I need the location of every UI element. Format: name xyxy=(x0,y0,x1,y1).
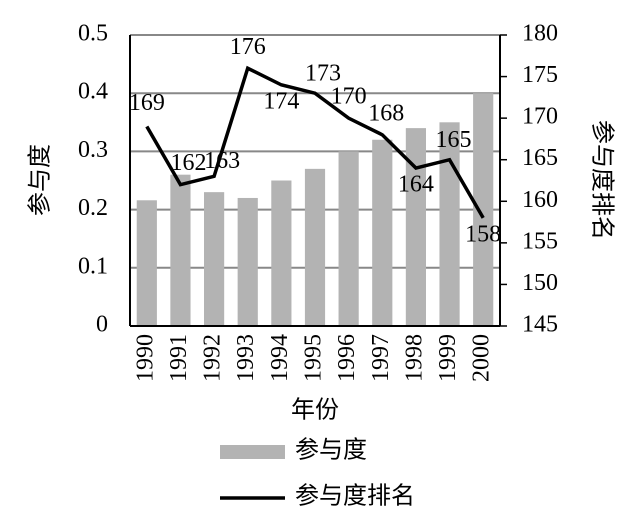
y-tick-label: 0 xyxy=(96,312,108,338)
data-label: 170 xyxy=(331,84,367,110)
y2-tick-label: 165 xyxy=(522,145,558,171)
x-axis-title: 年份 xyxy=(291,397,339,424)
y2-axis-title: 参与度排名 xyxy=(588,120,615,240)
data-label: 168 xyxy=(368,100,404,126)
data-label: 162 xyxy=(170,150,206,176)
y-tick-label: 0.5 xyxy=(78,21,108,47)
x-tick-label: 1992 xyxy=(200,334,226,382)
y2-tick-label: 170 xyxy=(522,104,558,130)
y-axis-title: 参与度 xyxy=(27,144,54,216)
x-tick-label: 1997 xyxy=(368,334,394,382)
y-tick-label: 0.1 xyxy=(78,253,108,279)
x-tick-label: 1996 xyxy=(334,334,360,382)
y-tick-label: 0.2 xyxy=(78,195,108,221)
data-label: 174 xyxy=(263,88,299,114)
data-label: 176 xyxy=(230,34,266,60)
y-tick-label: 0.3 xyxy=(78,137,108,163)
bar xyxy=(439,122,460,326)
bar xyxy=(237,197,258,326)
data-label: 163 xyxy=(204,148,240,174)
x-tick-label: 1990 xyxy=(132,334,158,382)
bar xyxy=(473,93,494,326)
bar xyxy=(304,168,326,326)
data-label: 165 xyxy=(436,127,472,153)
y2-tick-label: 145 xyxy=(522,312,558,338)
data-label: 158 xyxy=(465,221,501,247)
legend-label: 参与度排名 xyxy=(295,483,415,510)
data-label: 169 xyxy=(129,90,165,116)
bar xyxy=(271,180,292,326)
x-tick-label: 1993 xyxy=(233,334,259,382)
x-tick-label: 1999 xyxy=(435,334,461,382)
bar xyxy=(405,128,426,326)
data-label: 173 xyxy=(305,61,341,87)
x-tick-label: 2000 xyxy=(469,334,495,382)
bar xyxy=(170,174,191,326)
line xyxy=(145,65,485,219)
x-tick-label: 1998 xyxy=(401,334,427,382)
legend-swatch xyxy=(220,445,285,459)
x-tick-label: 1995 xyxy=(301,334,327,382)
legend-label: 参与度 xyxy=(295,437,367,464)
x-tick-label: 1991 xyxy=(166,334,192,382)
bar xyxy=(136,200,157,326)
y2-tick-label: 155 xyxy=(522,228,558,254)
y-tick-label: 0.4 xyxy=(78,79,108,105)
bar xyxy=(338,151,359,326)
bar xyxy=(204,192,225,326)
data-label: 164 xyxy=(398,172,434,198)
bar xyxy=(372,139,393,326)
y2-tick-label: 175 xyxy=(522,62,558,88)
y2-tick-label: 150 xyxy=(522,270,558,296)
y2-tick-label: 160 xyxy=(522,187,558,213)
x-tick-label: 1994 xyxy=(267,334,293,382)
y2-tick-label: 180 xyxy=(522,21,558,47)
